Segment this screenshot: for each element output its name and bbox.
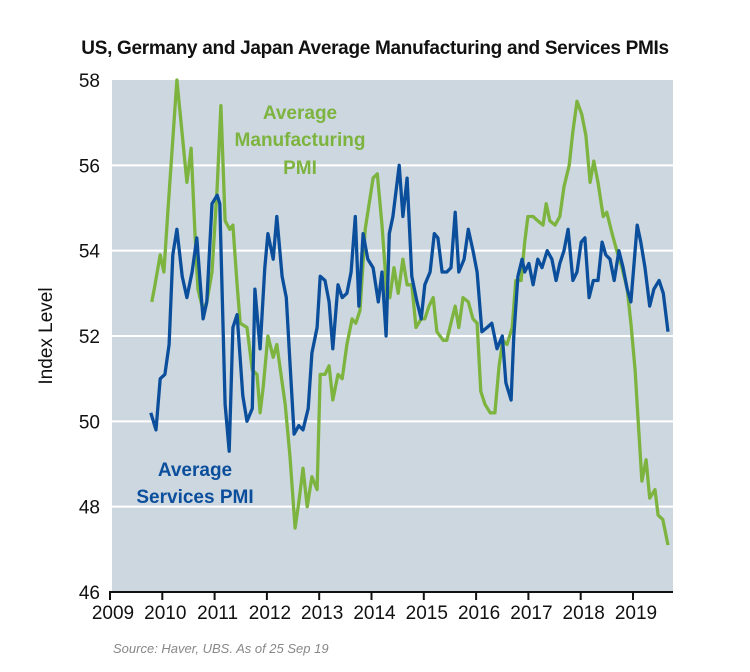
series-lines: [149, 78, 670, 546]
chart-title: US, Germany and Japan Average Manufactur…: [81, 38, 669, 59]
x-tick-label: 2010: [144, 603, 186, 624]
y-tick-label: 52: [79, 327, 100, 348]
source-note: Source: Haver, UBS. As of 25 Sep 19: [113, 641, 329, 656]
axes: 46 48 50 52 54 56 58 2009 2010 2011 2012 2013 2014 20…: [79, 71, 673, 624]
manufacturing-pmi-line: [150, 78, 670, 546]
x-tick-label: 2015: [406, 603, 448, 624]
x-tick-label: 2019: [615, 603, 657, 624]
y-tick-label: 54: [79, 242, 101, 263]
manufacturing-label-line1: Average: [263, 103, 337, 124]
y-axis-label: Index Level: [36, 287, 57, 384]
x-tick-label: 2011: [197, 603, 238, 624]
x-tick-label: 2012: [249, 603, 291, 624]
manufacturing-label-line2: Manufacturing: [235, 130, 366, 151]
y-tick-label: 50: [79, 412, 100, 433]
manufacturing-annotation: Average Manufacturing PMI: [235, 103, 366, 179]
services-label-line1: Average: [158, 460, 232, 481]
manufacturing-label-line3: PMI: [283, 158, 317, 179]
y-tick-label: 56: [79, 156, 100, 177]
x-tick-label: 2018: [563, 603, 605, 624]
services-annotation: Average Services PMI: [136, 460, 253, 508]
x-tick-label: 2009: [92, 603, 134, 624]
y-tick-label: 46: [79, 583, 100, 604]
x-tick-label: 2013: [301, 603, 343, 624]
y-tick-label: 48: [79, 498, 100, 519]
services-pmi-line: [149, 163, 670, 453]
x-tick-label: 2017: [510, 603, 552, 624]
y-tick-label: 58: [79, 71, 100, 92]
x-tick-label: 2014: [353, 603, 396, 624]
services-label-line2: Services PMI: [136, 487, 253, 508]
x-tick-label: 2016: [458, 603, 500, 624]
